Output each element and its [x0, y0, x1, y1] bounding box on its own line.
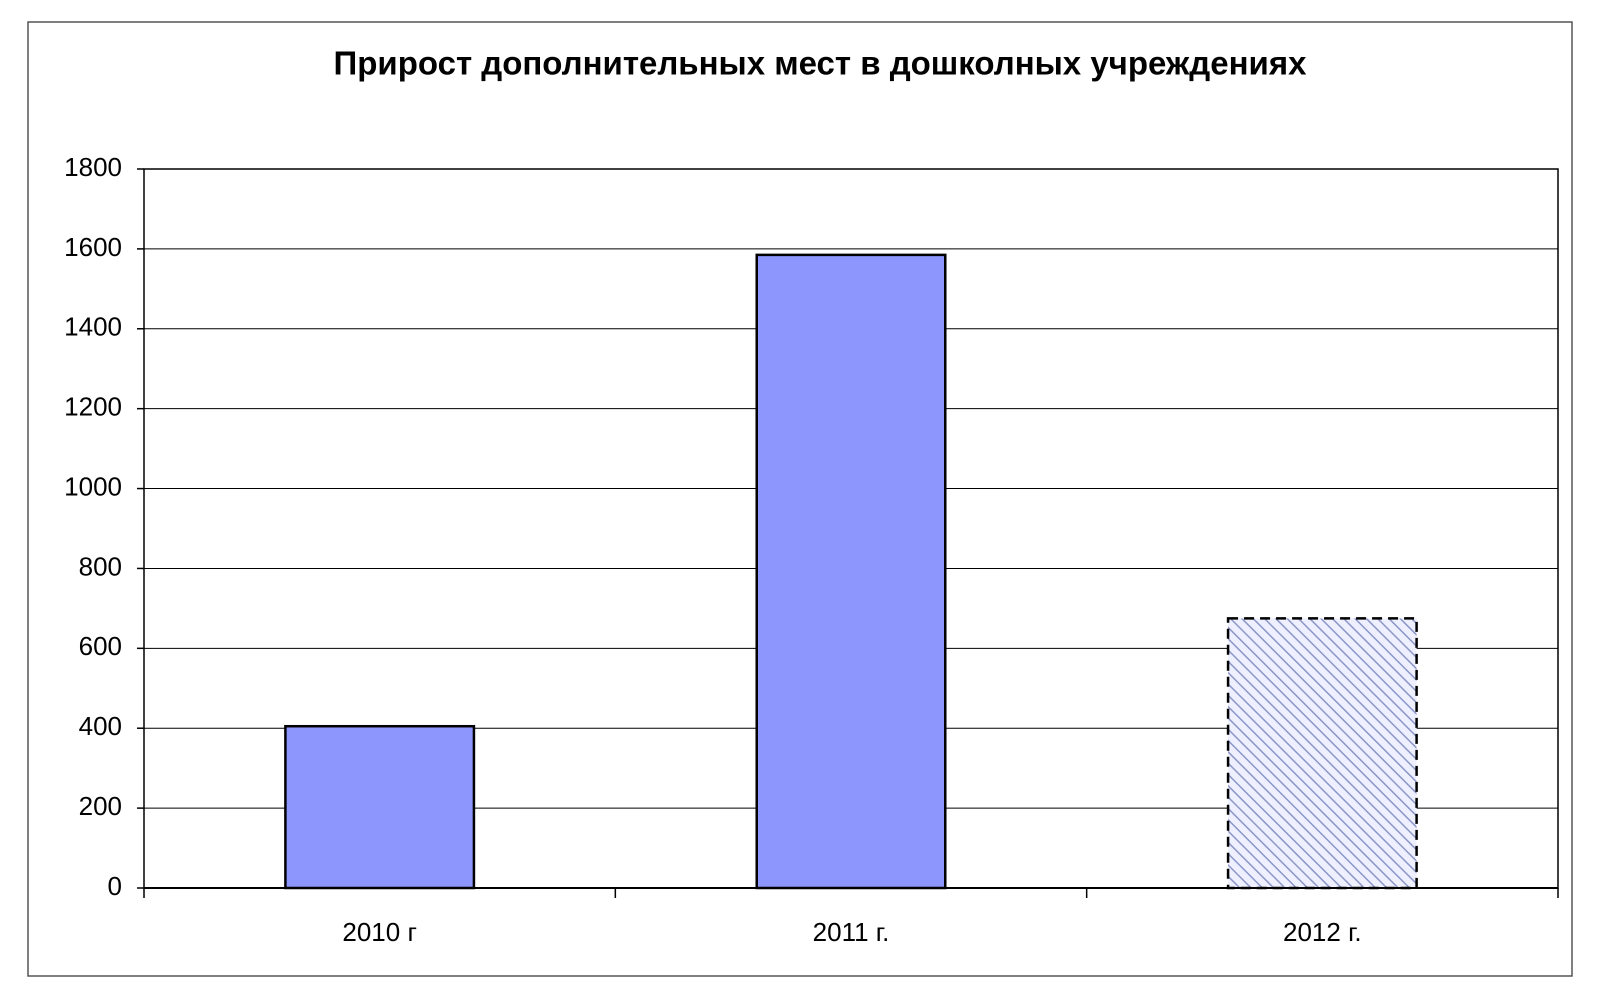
- y-tick-label: 400: [79, 711, 122, 741]
- bar: [1226, 617, 1418, 890]
- y-tick-label: 600: [79, 631, 122, 661]
- x-tick-label: 2011 г.: [813, 917, 890, 947]
- y-tick-label: 800: [79, 551, 122, 581]
- y-tick-label: 200: [79, 791, 122, 821]
- bar: [284, 724, 476, 890]
- y-tick-label: 1800: [64, 152, 122, 182]
- y-tick-label: 0: [108, 871, 122, 901]
- chart-title: Прирост дополнительных мест в дошколных …: [334, 45, 1308, 82]
- y-tick-label: 1000: [64, 471, 122, 501]
- bar: [755, 253, 947, 890]
- x-tick-label: 2010 г: [342, 917, 417, 947]
- y-tick-label: 1400: [64, 312, 122, 342]
- x-tick-label: 2012 г.: [1283, 917, 1362, 947]
- y-tick-label: 1200: [64, 392, 122, 422]
- y-tick-label: 1600: [64, 232, 122, 262]
